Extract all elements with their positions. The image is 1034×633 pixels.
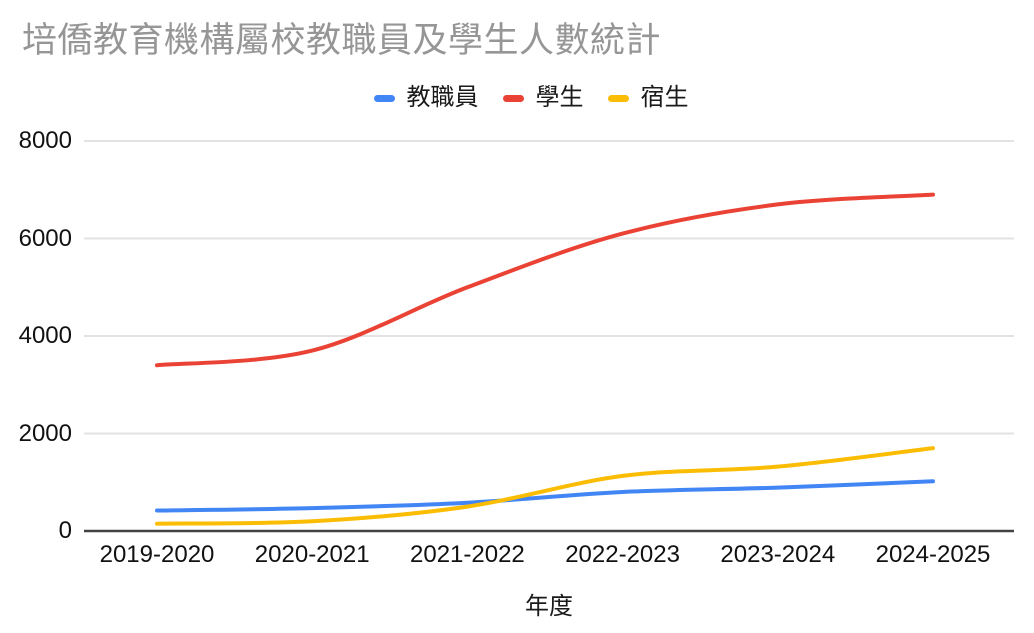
y-axis-labels: 0 2000 4000 6000 8000 [0,0,72,633]
legend-swatch-icon [502,94,524,102]
series-line-學生 [155,192,935,368]
y-tick-label: 0 [58,517,72,544]
legend-swatch-icon [373,94,395,102]
y-tick-label: 2000 [18,419,72,447]
legend-label: 學生 [535,84,584,111]
x-tick-label: 2021-2022 [410,541,525,568]
series-line-教職員 [155,479,935,513]
legend-item-學生: 學生 [502,84,584,112]
chart-title: 培僑教育機構屬校教職員及學生人數統計 [22,21,662,60]
series-line-宿生 [155,446,935,526]
x-tick-label: 2020-2021 [254,541,370,568]
x-axis-title: 年度 [525,593,573,620]
legend-label: 宿生 [640,84,689,111]
y-tick-label: 6000 [18,224,72,252]
x-tick-label: 2019-2020 [99,541,215,568]
x-axis-labels: 2019-2020 2020-2021 2021-2022 2022-2023 2023… [0,541,1034,571]
x-tick-label: 2022-2023 [565,541,680,568]
legend-item-宿生: 宿生 [607,84,689,112]
y-tick-label: 4000 [18,322,72,349]
x-tick-label: 2023-2024 [720,541,836,568]
legend: 教職員 學生 宿生 [28,84,1034,112]
y-tick-label: 8000 [18,127,72,154]
legend-label: 教職員 [406,84,479,111]
x-tick-label: 2024-2025 [875,541,991,568]
legend-swatch-icon [607,94,629,102]
legend-item-教職員: 教職員 [373,84,479,112]
